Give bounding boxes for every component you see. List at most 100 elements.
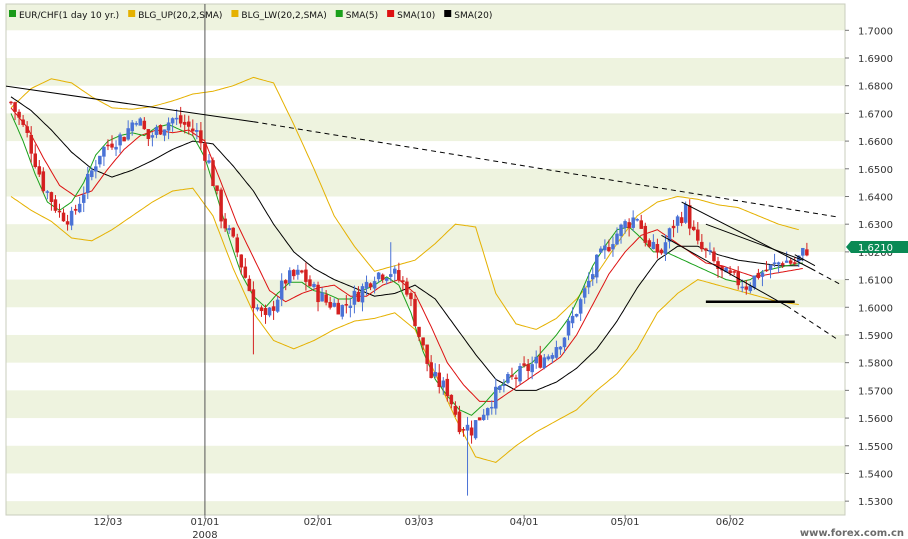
candle-110: [453, 401, 458, 417]
candle-84: [348, 297, 353, 318]
candle-109: [449, 394, 454, 409]
candle-8: [41, 167, 46, 194]
candle-88: [364, 275, 369, 296]
candle-114: [469, 420, 474, 444]
candle-60: [251, 281, 256, 355]
candle-67: [279, 273, 284, 307]
candle-13: [61, 208, 66, 222]
x-tick-label-3: 03/03: [405, 517, 434, 528]
candle-148: [607, 239, 611, 253]
candle-153: [627, 218, 631, 237]
candle-162: [663, 234, 668, 261]
candle-96: [397, 262, 401, 283]
trendline-6: [705, 223, 804, 261]
candle-6: [33, 144, 37, 169]
candle-50: [211, 157, 215, 187]
y-tick-label-4: 1.6600: [858, 137, 893, 148]
candle-12: [57, 203, 62, 218]
candle-11: [53, 195, 58, 213]
candle-48: [203, 139, 207, 171]
candle-4: [25, 121, 29, 138]
candle-155: [635, 218, 639, 222]
candle-27: [118, 132, 122, 154]
candle-101: [417, 326, 421, 342]
candle-35: [150, 132, 155, 147]
candle-79: [328, 296, 332, 310]
candle-62: [259, 305, 264, 317]
candle-59: [247, 275, 252, 292]
candle-105: [433, 363, 437, 379]
candle-30: [130, 120, 134, 136]
candle-136: [558, 346, 563, 355]
candle-99: [409, 291, 413, 306]
candle-86: [356, 286, 361, 303]
candle-132: [542, 353, 547, 370]
grid-stripe-9: [6, 4, 845, 31]
candle-9: [45, 190, 50, 200]
candle-5: [29, 126, 33, 163]
legend-label-2: BLG_LW(20,2,SMA): [241, 11, 326, 21]
candle-146: [599, 246, 603, 253]
y-tick-label-6: 1.6400: [858, 192, 893, 203]
watermark: www.forex.com.cn: [800, 528, 904, 539]
legend-label-3: SMA(5): [346, 11, 378, 21]
y-axis: 1.7000 1.6900 1.6800 1.6700 1.6600 1.6500 1.64…: [845, 26, 893, 508]
candle-68: [283, 279, 288, 291]
legend-label-0: EUR/CHF(1 day 10 yr.): [19, 11, 119, 21]
y-tick-label-5: 1.6500: [858, 165, 893, 176]
candle-85: [352, 285, 357, 314]
candle-115: [473, 420, 478, 440]
candle-133: [546, 354, 551, 361]
candle-18: [81, 186, 86, 213]
trendline-0: [6, 85, 254, 123]
candle-10: [49, 191, 54, 211]
candle-160: [655, 238, 660, 259]
candle-116: [477, 417, 482, 421]
candle-156: [639, 214, 643, 229]
candle-130: [534, 350, 538, 369]
candle-131: [538, 345, 542, 369]
candle-15: [69, 206, 74, 231]
candle-122: [502, 379, 506, 393]
candle-121: [498, 385, 502, 393]
legend-label-4: SMA(10): [397, 11, 435, 21]
candle-139: [570, 307, 575, 329]
x-year-label: 2008: [192, 530, 217, 539]
candle-64: [267, 306, 272, 318]
legend-swatch-4: [387, 10, 395, 17]
candle-100: [413, 291, 417, 327]
candle-14: [65, 214, 70, 231]
candle-161: [659, 248, 664, 255]
candle-164: [671, 219, 676, 238]
candle-73: [304, 262, 308, 291]
candle-55: [231, 227, 235, 238]
y-tick-label-16: 1.5400: [858, 469, 893, 480]
candle-78: [324, 290, 328, 306]
candle-188: [768, 264, 773, 279]
candle-150: [615, 227, 619, 246]
candle-81: [336, 298, 340, 315]
candle-70: [292, 268, 296, 280]
candle-151: [619, 223, 623, 244]
candle-23: [102, 146, 106, 166]
candle-44: [187, 115, 191, 135]
x-axis: 12/03 01/01 02/01 03/03 04/01 05/01 06/02 2008: [94, 515, 745, 539]
candle-7: [37, 159, 42, 178]
candle-69: [288, 267, 292, 286]
candle-28: [122, 136, 126, 142]
y-tick-label-0: 1.7000: [858, 26, 893, 37]
candle-77: [320, 287, 324, 302]
candle-82: [340, 304, 345, 320]
legend-swatch-3: [335, 10, 343, 17]
candle-2: [17, 109, 21, 126]
y-tick-label-17: 1.5300: [858, 497, 893, 508]
candle-107: [441, 377, 446, 395]
candle-24: [106, 139, 110, 151]
candle-137: [562, 337, 567, 353]
candle-33: [142, 117, 147, 130]
candle-22: [98, 155, 102, 168]
candle-111: [457, 405, 462, 435]
candle-171: [700, 234, 704, 252]
candle-16: [73, 204, 78, 215]
bollinger-upper-line: [10, 76, 799, 330]
